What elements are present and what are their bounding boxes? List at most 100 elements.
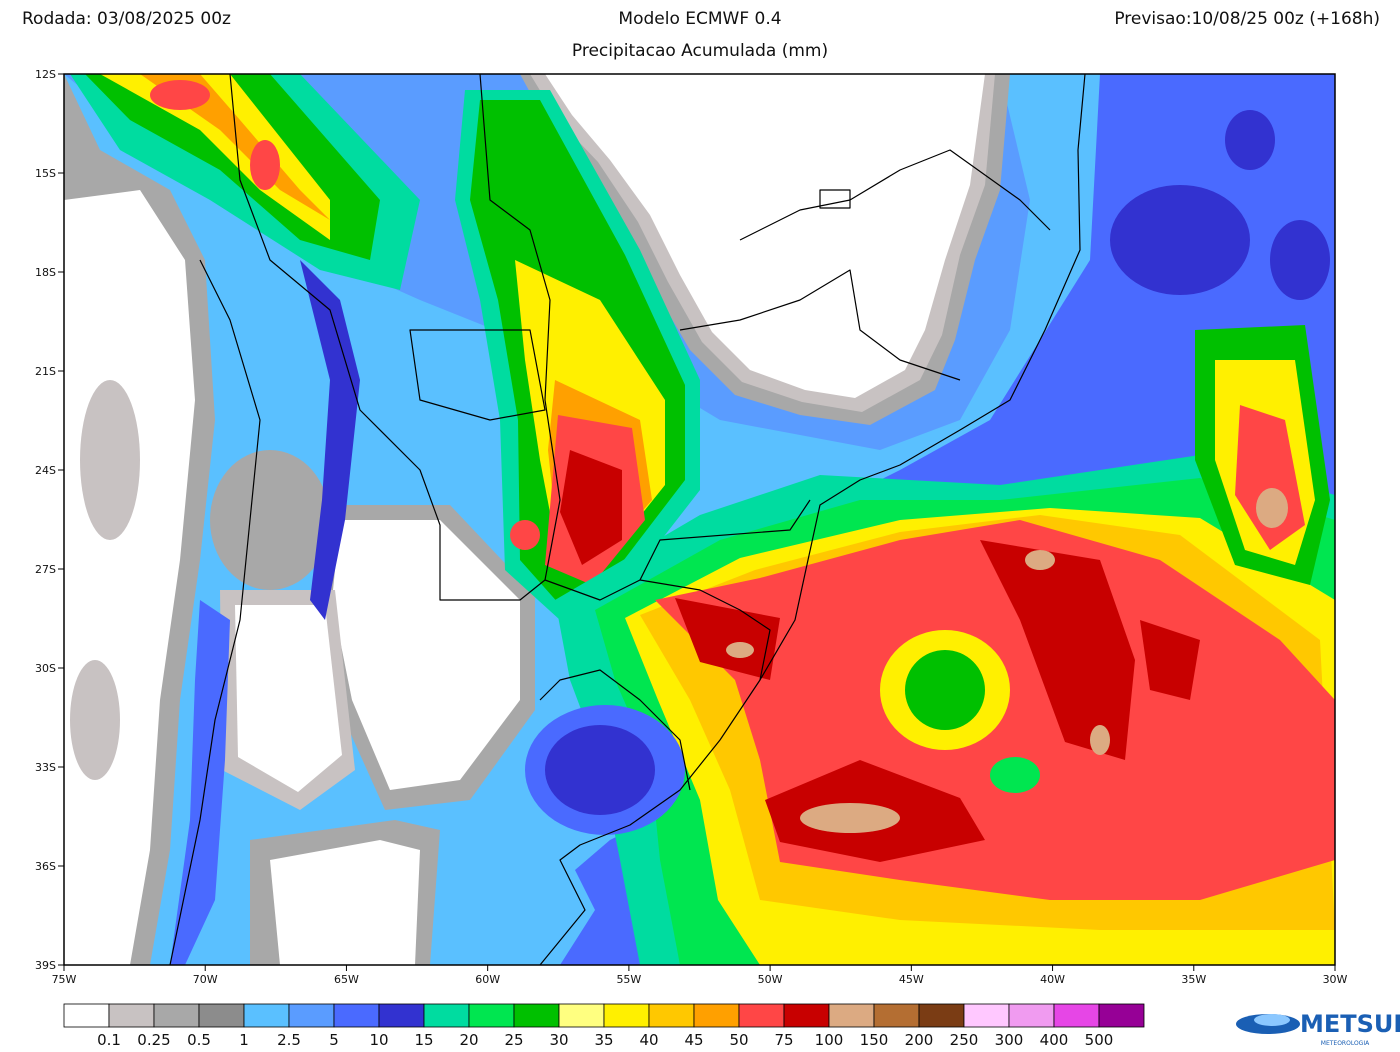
- colorbar-swatch: [108, 1003, 155, 1028]
- precip-field-shape: [70, 660, 120, 780]
- run-time: Rodada: 03/08/2025 00z: [22, 9, 231, 29]
- precip-field-shape: [80, 380, 140, 540]
- precip-field-shape: [545, 74, 985, 398]
- lon-label: 70W: [193, 973, 218, 986]
- colorbar-label: 400: [1040, 1031, 1069, 1049]
- colorbar-swatch: [243, 1003, 290, 1028]
- forecast-time: Previsao:10/08/25 00z (+168h): [1114, 9, 1380, 29]
- colorbar-swatch: [918, 1003, 965, 1028]
- colorbar-label: 500: [1085, 1031, 1114, 1049]
- precip-field-shape: [1090, 725, 1110, 755]
- colorbar-label: 150: [860, 1031, 889, 1049]
- precip-field: [64, 74, 1335, 965]
- colorbar-swatch: [783, 1003, 830, 1028]
- colorbar-swatch: [513, 1003, 560, 1028]
- boundaries-shape: [639, 579, 771, 681]
- lat-label: 15S: [35, 167, 56, 180]
- boundaries-shape: [739, 149, 1051, 241]
- colorbar-label: 0.1: [97, 1031, 121, 1049]
- colorbar-label: 0.25: [137, 1031, 170, 1049]
- colorbar-label: 45: [684, 1031, 703, 1049]
- colorbar-swatch: [873, 1003, 920, 1028]
- lon-label: 65W: [334, 973, 359, 986]
- lon-label: 35W: [1181, 973, 1206, 986]
- precip-field-shape: [560, 450, 622, 565]
- colorbar-label: 30: [549, 1031, 568, 1049]
- precip-field-shape: [210, 450, 330, 590]
- colorbar-swatch: [1008, 1003, 1055, 1028]
- colorbar-swatch: [153, 1003, 200, 1028]
- boundaries-shape: [479, 74, 811, 601]
- boundaries-shape: [409, 329, 546, 421]
- colorbar-swatch: [1098, 1003, 1145, 1028]
- boundaries-shape: [679, 269, 961, 381]
- colorbar-label: 25: [504, 1031, 523, 1049]
- precip-field-shape: [1225, 110, 1275, 170]
- colorbar-swatch: [63, 1003, 110, 1028]
- precip-field-shape: [980, 540, 1135, 760]
- lat-label: 12S: [35, 68, 56, 81]
- model-name: Modelo ECMWF 0.4: [618, 9, 781, 29]
- precip-field-shape: [140, 74, 330, 220]
- colorbar-swatch: [603, 1003, 650, 1028]
- lat-label: 24S: [35, 464, 56, 477]
- colorbar-label: 1: [239, 1031, 249, 1049]
- lat-label: 21S: [35, 365, 56, 378]
- precip-field-shape: [726, 642, 754, 658]
- map-frame: [63, 73, 1336, 966]
- precip-field-shape: [1140, 620, 1200, 700]
- precip-field-shape: [510, 520, 540, 550]
- logo-tagline: METEOROLOGIA: [1321, 1040, 1370, 1047]
- precip-field-shape: [332, 520, 520, 790]
- colorbar-label: 250: [950, 1031, 979, 1049]
- colorbar-label: 200: [905, 1031, 934, 1049]
- precip-field-shape: [1235, 405, 1305, 550]
- precip-field-shape: [1256, 488, 1288, 528]
- colorbar-label: 75: [774, 1031, 793, 1049]
- colorbar-label: 100: [815, 1031, 844, 1049]
- colorbar-label: 10: [369, 1031, 388, 1049]
- colorbar-swatch: [468, 1003, 515, 1028]
- colorbar-swatch: [558, 1003, 605, 1028]
- lon-label: 75W: [52, 973, 77, 986]
- precip-field-shape: [1270, 220, 1330, 300]
- lon-label: 30W: [1323, 973, 1348, 986]
- colorbar-swatch: [423, 1003, 470, 1028]
- precip-field-shape: [1110, 185, 1250, 295]
- logo: METSUL METEOROLOGIA: [1236, 1010, 1400, 1047]
- boundaries-shape: [819, 189, 851, 209]
- colorbar-swatch: [738, 1003, 785, 1028]
- precip-field-shape: [270, 840, 420, 965]
- logo-highlight: [1254, 1014, 1290, 1026]
- colorbar-label: 0.5: [187, 1031, 211, 1049]
- colorbar-swatch: [648, 1003, 695, 1028]
- colorbar-swatch: [828, 1003, 875, 1028]
- lon-label: 45W: [899, 973, 924, 986]
- colorbar-swatch: [963, 1003, 1010, 1028]
- precip-field-shape: [990, 757, 1040, 793]
- lat-label: 18S: [35, 266, 56, 279]
- lat-label: 27S: [35, 563, 56, 576]
- precip-field-shape: [250, 140, 280, 190]
- lon-label: 60W: [475, 973, 500, 986]
- boundaries-shape: [169, 259, 261, 965]
- precip-field-shape: [1025, 550, 1055, 570]
- colorbar-label: 40: [639, 1031, 658, 1049]
- colorbar-swatch: [378, 1003, 425, 1028]
- precip-field-shape: [150, 80, 210, 110]
- precip-field-shape: [905, 650, 985, 730]
- product-name: Precipitacao Acumulada (mm): [572, 41, 828, 61]
- boundaries-shape: [539, 74, 1086, 965]
- colorbar-swatch: [288, 1003, 335, 1028]
- lon-label: 40W: [1040, 973, 1065, 986]
- precip-field-shape: [100, 74, 330, 240]
- logo-name: METSUL: [1300, 1010, 1400, 1038]
- colorbar-swatch: [693, 1003, 740, 1028]
- colorbar-swatch: [198, 1003, 245, 1028]
- boundaries-shape: [229, 74, 546, 601]
- colorbar-label: 35: [594, 1031, 613, 1049]
- precip-field-shape: [800, 803, 900, 833]
- lat-label: 36S: [35, 860, 56, 873]
